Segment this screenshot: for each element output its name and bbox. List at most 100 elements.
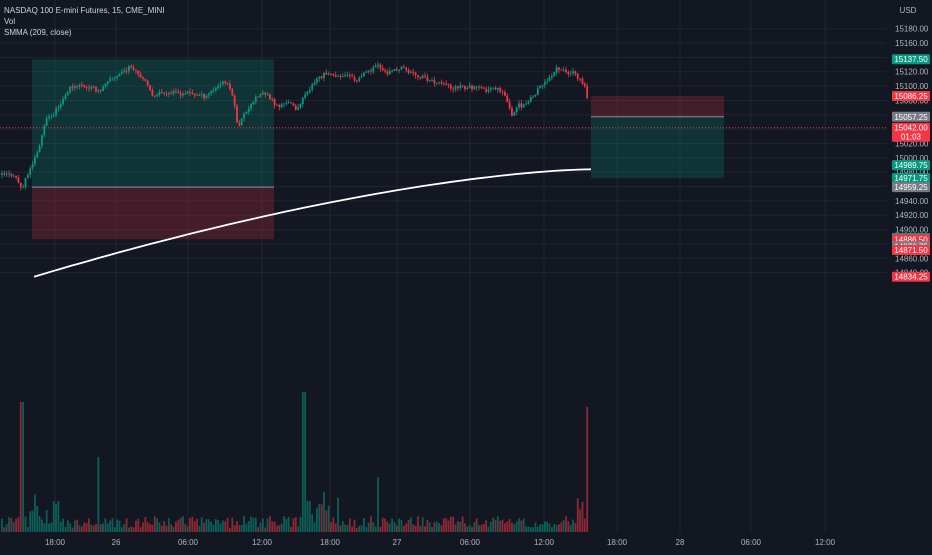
volume-bar <box>419 525 422 532</box>
volume-bar <box>579 509 581 532</box>
volume-bar <box>160 525 163 532</box>
volume-bar <box>473 522 476 532</box>
candles <box>1 61 589 191</box>
volume-bar <box>266 518 269 532</box>
volume-bar <box>435 521 438 532</box>
price-label-text: 15042.00 <box>894 124 928 133</box>
candle-body <box>99 90 102 91</box>
volume-bar <box>330 522 332 532</box>
candle-body <box>525 103 527 105</box>
candle-body <box>287 102 290 104</box>
volume-bar <box>513 524 516 532</box>
volume-bar <box>278 525 281 532</box>
candle-body <box>52 115 55 117</box>
time-tick-label: 18:00 <box>45 538 66 547</box>
volume-bar <box>344 524 346 532</box>
candle-body <box>276 105 278 106</box>
candle-body <box>219 84 222 86</box>
candle-body <box>527 101 530 104</box>
volume-bar <box>238 525 241 532</box>
price-label-text: 14959.25 <box>894 183 928 192</box>
symbol-title[interactable]: NASDAQ 100 E-mini Futures, 15, CME_MINI <box>4 6 165 15</box>
candle-body <box>137 70 140 75</box>
candle-body <box>449 84 452 89</box>
candle-body <box>222 81 224 85</box>
candle-body <box>348 74 351 76</box>
candle-body <box>546 81 549 82</box>
price-tick-label: 15120.00 <box>895 68 929 77</box>
price-label-text: 14989.75 <box>894 161 928 170</box>
long-position-1-target-zone <box>32 59 274 188</box>
volume-bar <box>271 521 274 532</box>
candle-body <box>473 86 476 90</box>
volume-bar <box>17 517 20 532</box>
candle-body <box>210 91 213 94</box>
candle-body <box>365 71 368 73</box>
smma-legend[interactable]: SMMA (209, close) <box>4 28 72 37</box>
candle-body <box>395 69 398 71</box>
candle-body <box>26 175 29 179</box>
volume-bar <box>71 527 74 532</box>
volume-bar <box>464 523 466 532</box>
candle-body <box>468 85 471 89</box>
volume-bar <box>102 523 104 532</box>
volume-bar <box>250 516 252 532</box>
volume-bar <box>548 523 551 532</box>
volume-bar <box>106 523 109 532</box>
candle-body <box>273 99 276 106</box>
candle-body <box>511 107 513 116</box>
candle-body <box>543 81 546 86</box>
candle-body <box>487 89 490 92</box>
candle-body <box>271 99 274 100</box>
volume-bar <box>156 518 158 532</box>
candle-body <box>567 72 570 74</box>
volume-bar <box>111 517 114 532</box>
candle-body <box>388 70 391 75</box>
candle-body <box>506 95 509 103</box>
volume-bar <box>316 508 318 532</box>
candle-body <box>424 75 426 77</box>
volume-bar <box>428 522 431 532</box>
candle-body <box>318 76 321 79</box>
candle-body <box>574 71 577 74</box>
volume-bar <box>438 523 440 532</box>
volume-bar <box>292 518 295 532</box>
volume-bar <box>222 520 224 532</box>
candle-body <box>224 81 227 83</box>
volume-bar <box>81 526 83 532</box>
time-tick-label: 18:00 <box>607 538 628 547</box>
candle-body <box>240 118 243 126</box>
candle-body <box>471 85 473 90</box>
price-tick-label: 14900.00 <box>895 226 929 235</box>
volume-bar <box>426 519 429 532</box>
volume-bar <box>184 524 187 532</box>
volume-bar <box>527 526 530 532</box>
candle-body <box>412 71 415 73</box>
volume-bar <box>236 521 238 532</box>
volume-bar <box>240 524 243 532</box>
volume-bar <box>92 525 95 532</box>
volume-bar <box>346 524 349 532</box>
candle-body <box>254 96 257 102</box>
candle-body <box>386 71 389 75</box>
candle-body <box>330 73 332 75</box>
candle-body <box>440 82 443 84</box>
candle-body <box>149 85 151 90</box>
candle-body <box>496 87 499 90</box>
candle-body <box>299 104 302 108</box>
volume-bar <box>48 523 50 532</box>
price-axis[interactable]: USD15180.0015160.0015140.0015120.0015100… <box>886 0 932 550</box>
candle-body <box>499 87 502 92</box>
volume-bar <box>59 521 62 532</box>
volume-bar <box>198 525 201 532</box>
price-label-tag <box>892 122 930 142</box>
candle-body <box>464 86 466 90</box>
candle-body <box>132 67 135 70</box>
volume-legend[interactable]: Vol <box>4 17 16 26</box>
volume-bar <box>499 520 502 532</box>
time-axis[interactable]: 18:00 26 06:00 12:00 18:00 27 06:00 12:00 18:00 2… <box>45 538 836 547</box>
candle-body <box>560 69 563 71</box>
candle-body <box>73 85 76 88</box>
